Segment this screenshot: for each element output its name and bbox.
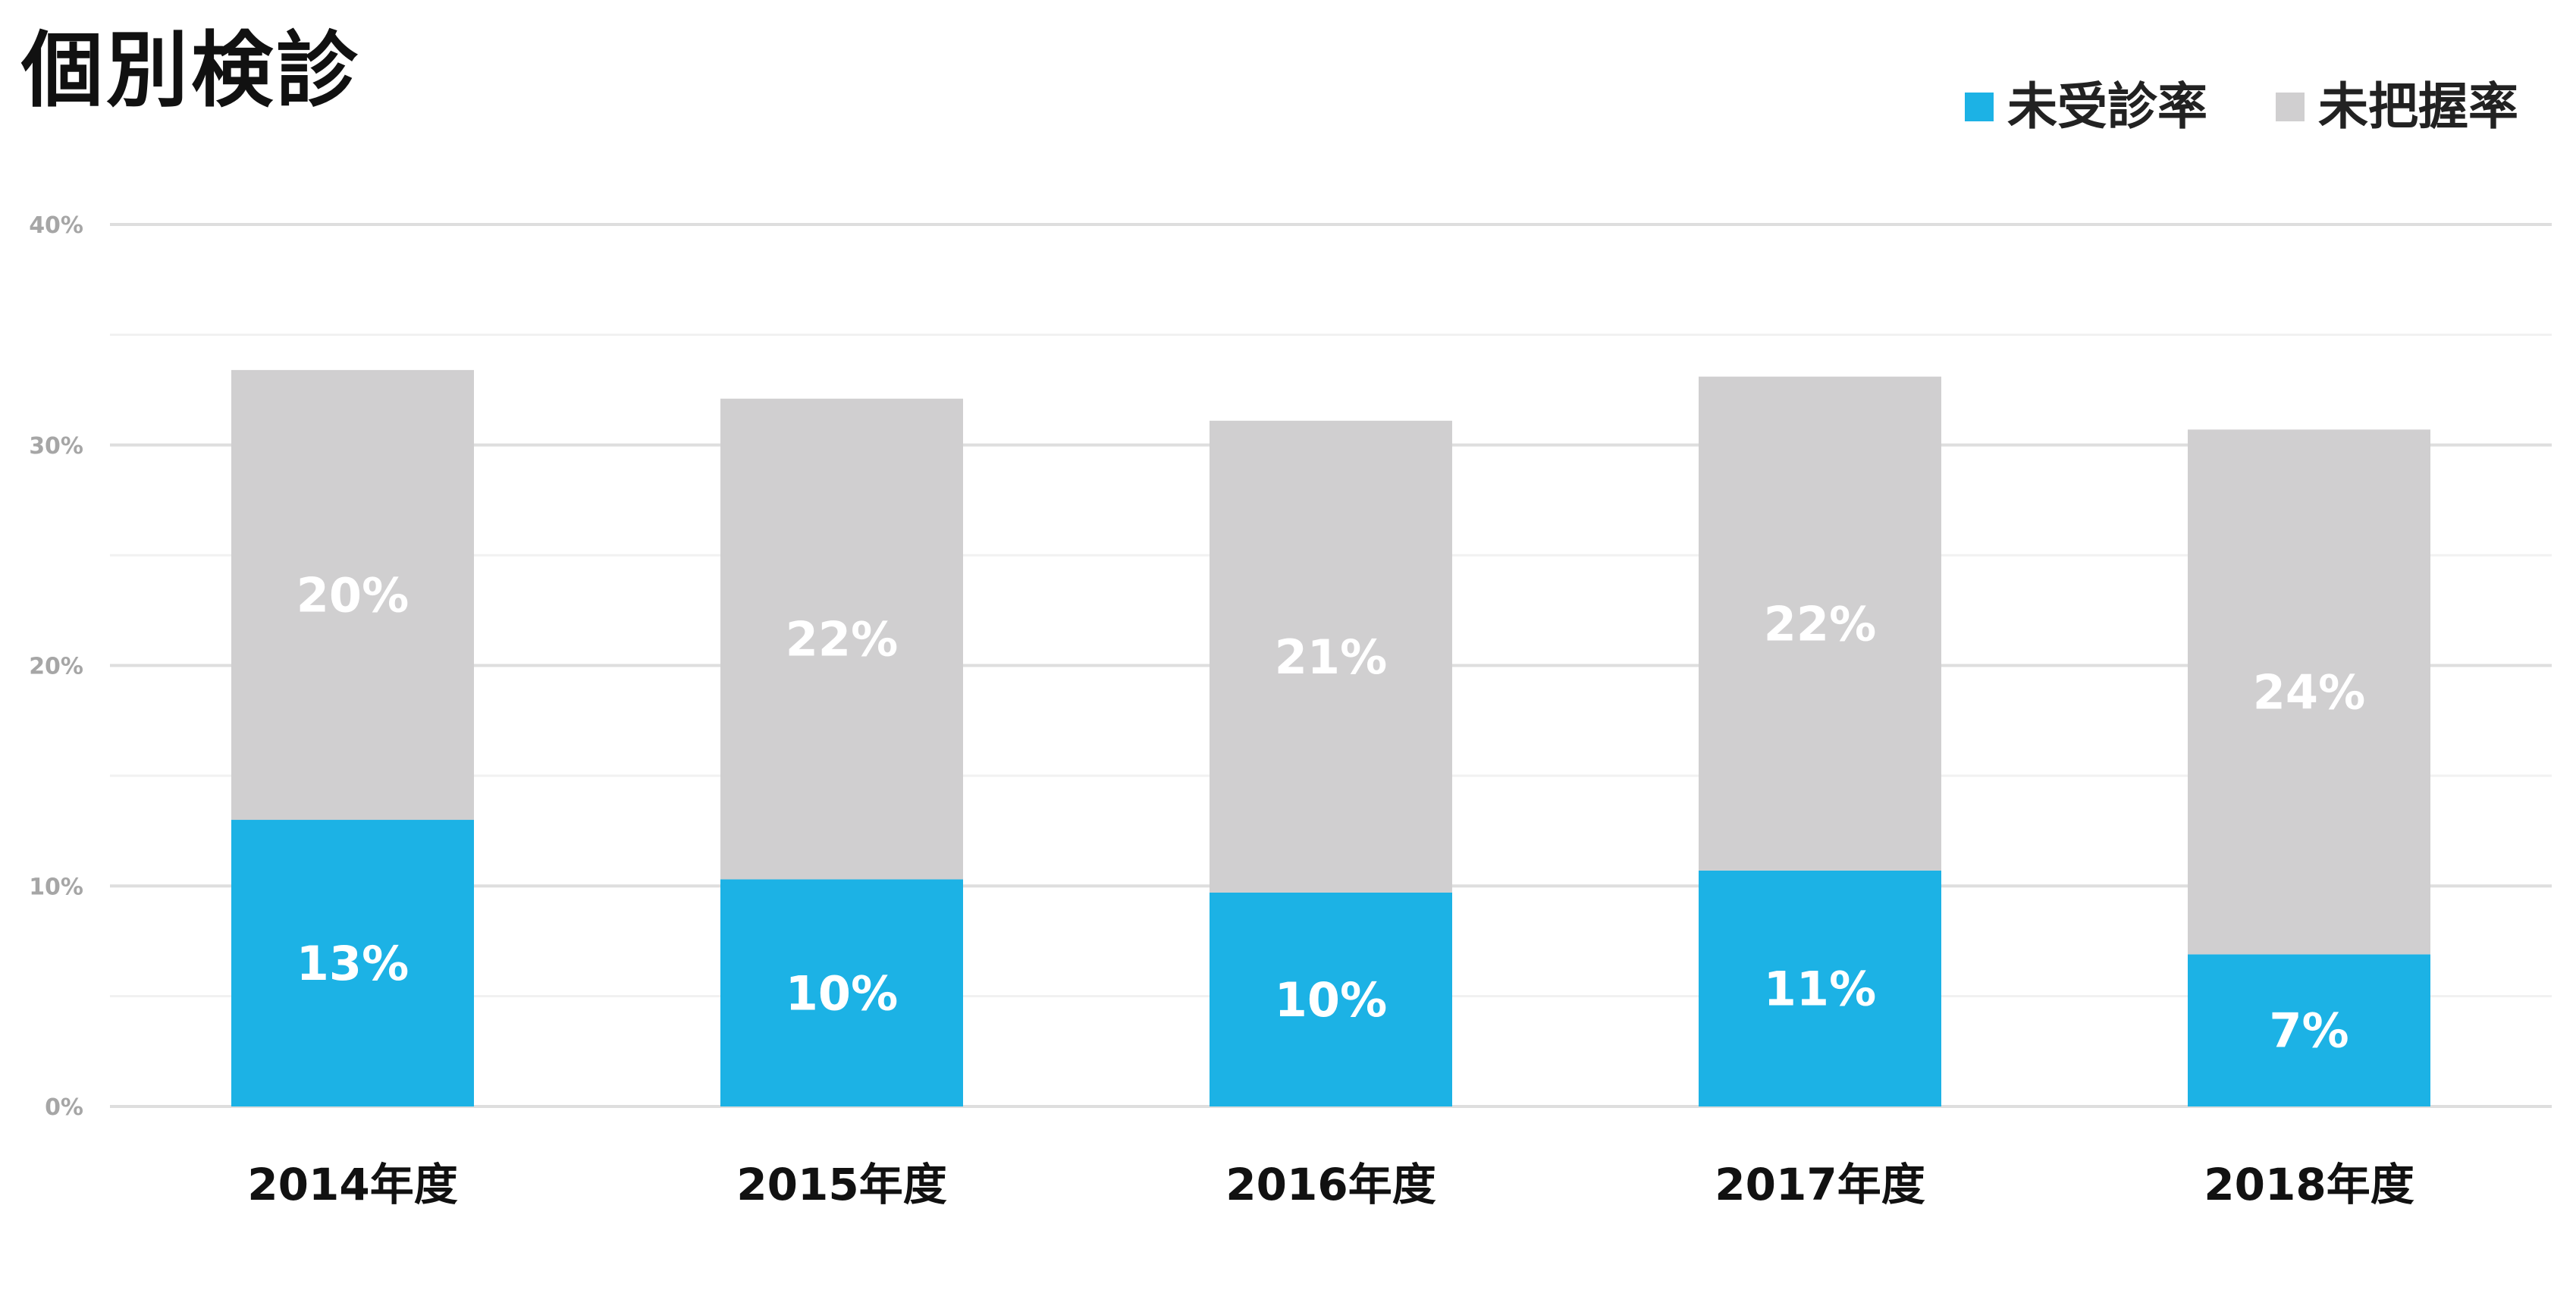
legend-swatch-unknown <box>2276 93 2305 121</box>
bar-unknown <box>2188 429 2430 955</box>
data-label-unknown: 22% <box>1764 596 1876 651</box>
bar-unexamined <box>1210 892 1452 1106</box>
x-category-label: 2014年度 <box>247 1159 457 1210</box>
y-tick-label: 10% <box>29 874 83 900</box>
bar-unknown <box>231 369 474 821</box>
data-label-unexamined: 7% <box>2269 1003 2349 1059</box>
legend-item-unknown: 未把握率 <box>2276 82 2518 132</box>
bar-unexamined <box>2188 954 2430 1106</box>
bar-unexamined <box>231 820 474 1106</box>
x-category-label: 2015年度 <box>736 1159 946 1210</box>
data-label-unknown: 20% <box>297 567 409 623</box>
data-label-unexamined: 10% <box>786 965 898 1021</box>
data-label-unknown: 21% <box>1275 629 1387 685</box>
bar-unknown <box>720 398 963 880</box>
bar-unexamined <box>720 879 963 1106</box>
data-label-unexamined: 10% <box>1275 972 1387 1028</box>
x-category-label: 2016年度 <box>1225 1159 1435 1210</box>
y-tick-label: 20% <box>29 654 83 680</box>
x-category-label: 2018年度 <box>2204 1159 2414 1210</box>
chart-title: 個別検診 <box>21 24 362 118</box>
data-label-unknown: 22% <box>786 612 898 667</box>
data-label-unexamined: 13% <box>297 936 409 991</box>
data-label-unknown: 24% <box>2253 664 2365 720</box>
y-tick-label: 30% <box>29 433 83 460</box>
legend-item-unexamined: 未受診率 <box>1965 82 2207 132</box>
legend-label-unexamined: 未受診率 <box>2007 77 2207 136</box>
y-tick-label: 40% <box>29 212 83 239</box>
bar-unknown <box>1210 420 1452 893</box>
legend-swatch-unexamined <box>1965 93 1994 121</box>
y-tick-label: 0% <box>45 1094 83 1121</box>
bar-unexamined <box>1699 870 1941 1106</box>
legend: 未受診率 未把握率 <box>1897 82 2518 132</box>
bar-unknown <box>1699 376 1941 871</box>
x-category-label: 2017年度 <box>1715 1159 1925 1210</box>
data-label-unexamined: 11% <box>1764 961 1876 1016</box>
legend-label-unknown: 未把握率 <box>2318 77 2518 136</box>
